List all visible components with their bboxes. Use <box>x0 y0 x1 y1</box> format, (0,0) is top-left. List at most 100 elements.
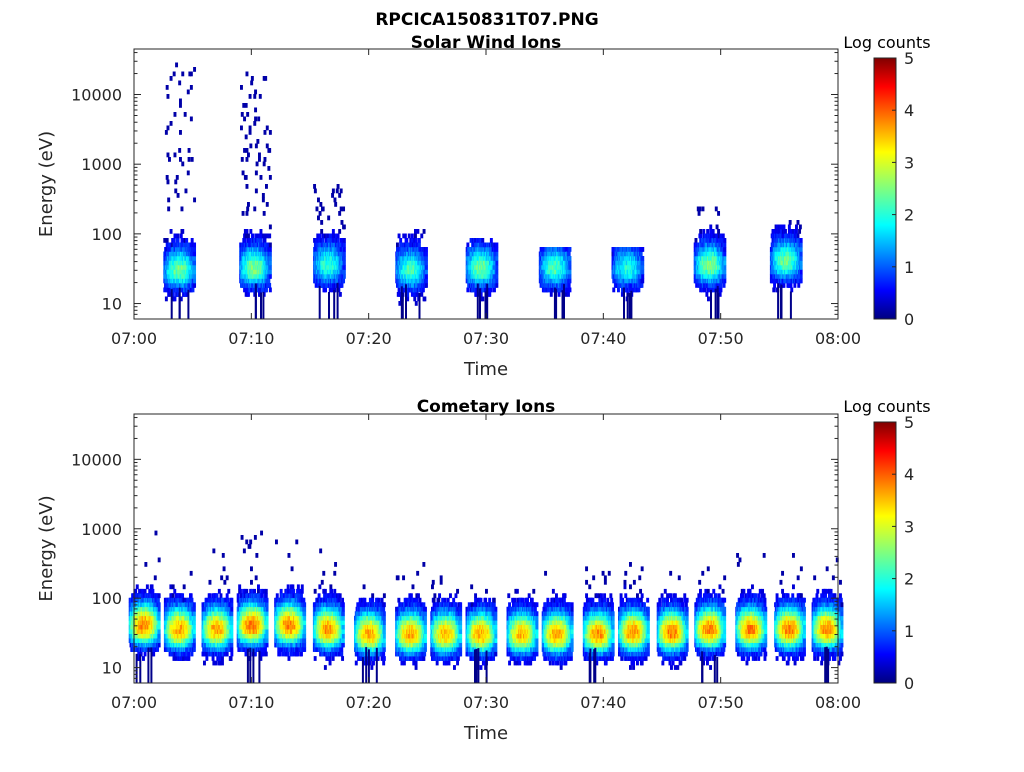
spectrogram-pixel <box>193 274 196 279</box>
spectrogram-pixel <box>191 238 194 243</box>
spectrogram-pixel <box>193 283 196 288</box>
spectrogram-pixel <box>641 256 644 261</box>
spectrogram-pixel <box>479 288 481 319</box>
spectrogram-pixel <box>313 184 316 189</box>
spectrogram-pixel <box>245 135 248 140</box>
spectrogram-pixel <box>183 584 186 589</box>
spectrogram-pixel <box>155 531 158 536</box>
spectrogram-pixel <box>249 229 252 234</box>
spectrogram-pixel <box>188 148 191 153</box>
spectrogram-pixel <box>328 292 330 319</box>
spectrogram-pixel <box>174 180 177 185</box>
spectrogram-pixel <box>151 584 154 589</box>
spectrogram-pixel <box>338 229 341 234</box>
spectrogram-pixel <box>569 288 572 293</box>
spectrogram-pixel <box>567 292 570 297</box>
spectrogram-pixel <box>343 243 346 248</box>
spectrogram-pixel <box>158 625 161 630</box>
colorbar-tick-label: 1 <box>904 258 914 277</box>
spectrogram-pixel <box>723 261 726 266</box>
spectrogram-pixel <box>723 238 726 243</box>
spectrogram-pixel <box>165 297 168 302</box>
spectrogram-pixel <box>179 130 182 135</box>
spectrogram-pixel <box>257 117 260 122</box>
spectrogram-pixel <box>250 81 253 86</box>
spectrogram-pixel <box>246 112 249 117</box>
spectrogram-pixel <box>641 270 644 275</box>
spectrogram-pixel <box>181 162 184 167</box>
spectrogram-pixel <box>495 270 498 275</box>
x-tick-label: 07:40 <box>580 329 626 348</box>
spectrogram-pixel <box>423 229 426 234</box>
spectrogram-pixel <box>723 243 726 248</box>
spectrogram-pixel <box>784 229 787 234</box>
spectrogram-pixel <box>157 598 160 603</box>
spectrogram-pixel <box>495 247 498 252</box>
spectrogram-pixel <box>256 162 259 167</box>
spectrogram-pixel <box>268 234 271 239</box>
spectrogram-pixel <box>490 288 493 293</box>
spectrogram-pixel <box>242 211 245 216</box>
spectrogram-pixel <box>789 220 792 225</box>
spectrogram-pixel <box>177 234 180 239</box>
spectrogram-pixel <box>495 261 498 266</box>
spectrogram-pixel <box>336 189 339 194</box>
spectrogram-pixel <box>174 112 177 117</box>
spectrogram-pixel <box>187 290 189 319</box>
spectrogram-pixel <box>179 99 182 104</box>
spectrogram-pixel <box>179 288 181 319</box>
spectrogram-pixel <box>800 265 803 270</box>
spectrogram-pixel <box>495 283 498 288</box>
spectrogram-pixel <box>158 611 161 616</box>
spectrogram-pixel <box>181 593 184 598</box>
spectrogram-pixel <box>260 238 263 243</box>
spectrogram-pixel <box>253 121 256 126</box>
spectrogram-pixel <box>797 283 800 288</box>
spectrogram-pixel <box>554 288 556 320</box>
spectrogram-pixel <box>152 652 155 657</box>
spectrogram-pixel <box>404 234 407 239</box>
spectrogram-pixel <box>698 207 701 212</box>
spectrogram-pixel <box>170 76 173 81</box>
spectrogram-pixel <box>617 288 620 293</box>
spectrogram-pixel <box>187 171 190 176</box>
colorbar-label: Log counts <box>843 33 930 52</box>
spectrogram-pixel <box>172 584 175 589</box>
spectrogram-pixel <box>425 270 428 275</box>
spectrogram-pixel <box>254 108 257 113</box>
spectrogram-pixel <box>715 289 717 319</box>
spectrogram-pixel <box>334 198 337 203</box>
colorbar-tick-label: 5 <box>904 49 914 68</box>
spectrogram-pixel <box>171 289 173 319</box>
spectrogram-pixel <box>187 652 190 657</box>
spectrogram-pixel <box>240 126 243 131</box>
spectrogram-pixel <box>466 288 469 293</box>
spectrogram-pixel <box>723 252 726 257</box>
spectrogram-pixel <box>343 252 346 257</box>
spectrogram-pixel <box>179 103 182 108</box>
spectrogram-pixel <box>398 234 401 239</box>
spectrogram-pixel <box>253 94 256 99</box>
spectrogram-pixel <box>490 238 493 243</box>
spectrogram-pixel <box>244 238 247 243</box>
spectrogram-pixel <box>723 279 726 284</box>
spectrogram-pixel <box>264 76 267 81</box>
spectrogram-pixel <box>266 202 269 207</box>
spectrogram-pixel <box>188 157 191 162</box>
spectrogram-pixel <box>798 229 801 234</box>
spectrogram-pixel <box>723 270 726 275</box>
spectrogram-pixel <box>408 234 411 239</box>
spectrogram-pixel <box>258 153 261 158</box>
spectrogram-pixel <box>720 283 723 288</box>
spectrogram-pixel <box>263 211 266 216</box>
spectrogram-pixel <box>184 112 187 117</box>
spectrogram-pixel <box>402 293 404 319</box>
spectrogram-pixel <box>317 198 320 203</box>
spectrogram-pixel <box>181 207 184 212</box>
spectrogram-pixel <box>181 229 184 234</box>
spectrogram-pixel <box>772 288 775 293</box>
spectrogram-pixel <box>783 225 786 230</box>
spectrogram-pixel <box>260 175 263 180</box>
spectrogram-pixel <box>343 247 346 252</box>
